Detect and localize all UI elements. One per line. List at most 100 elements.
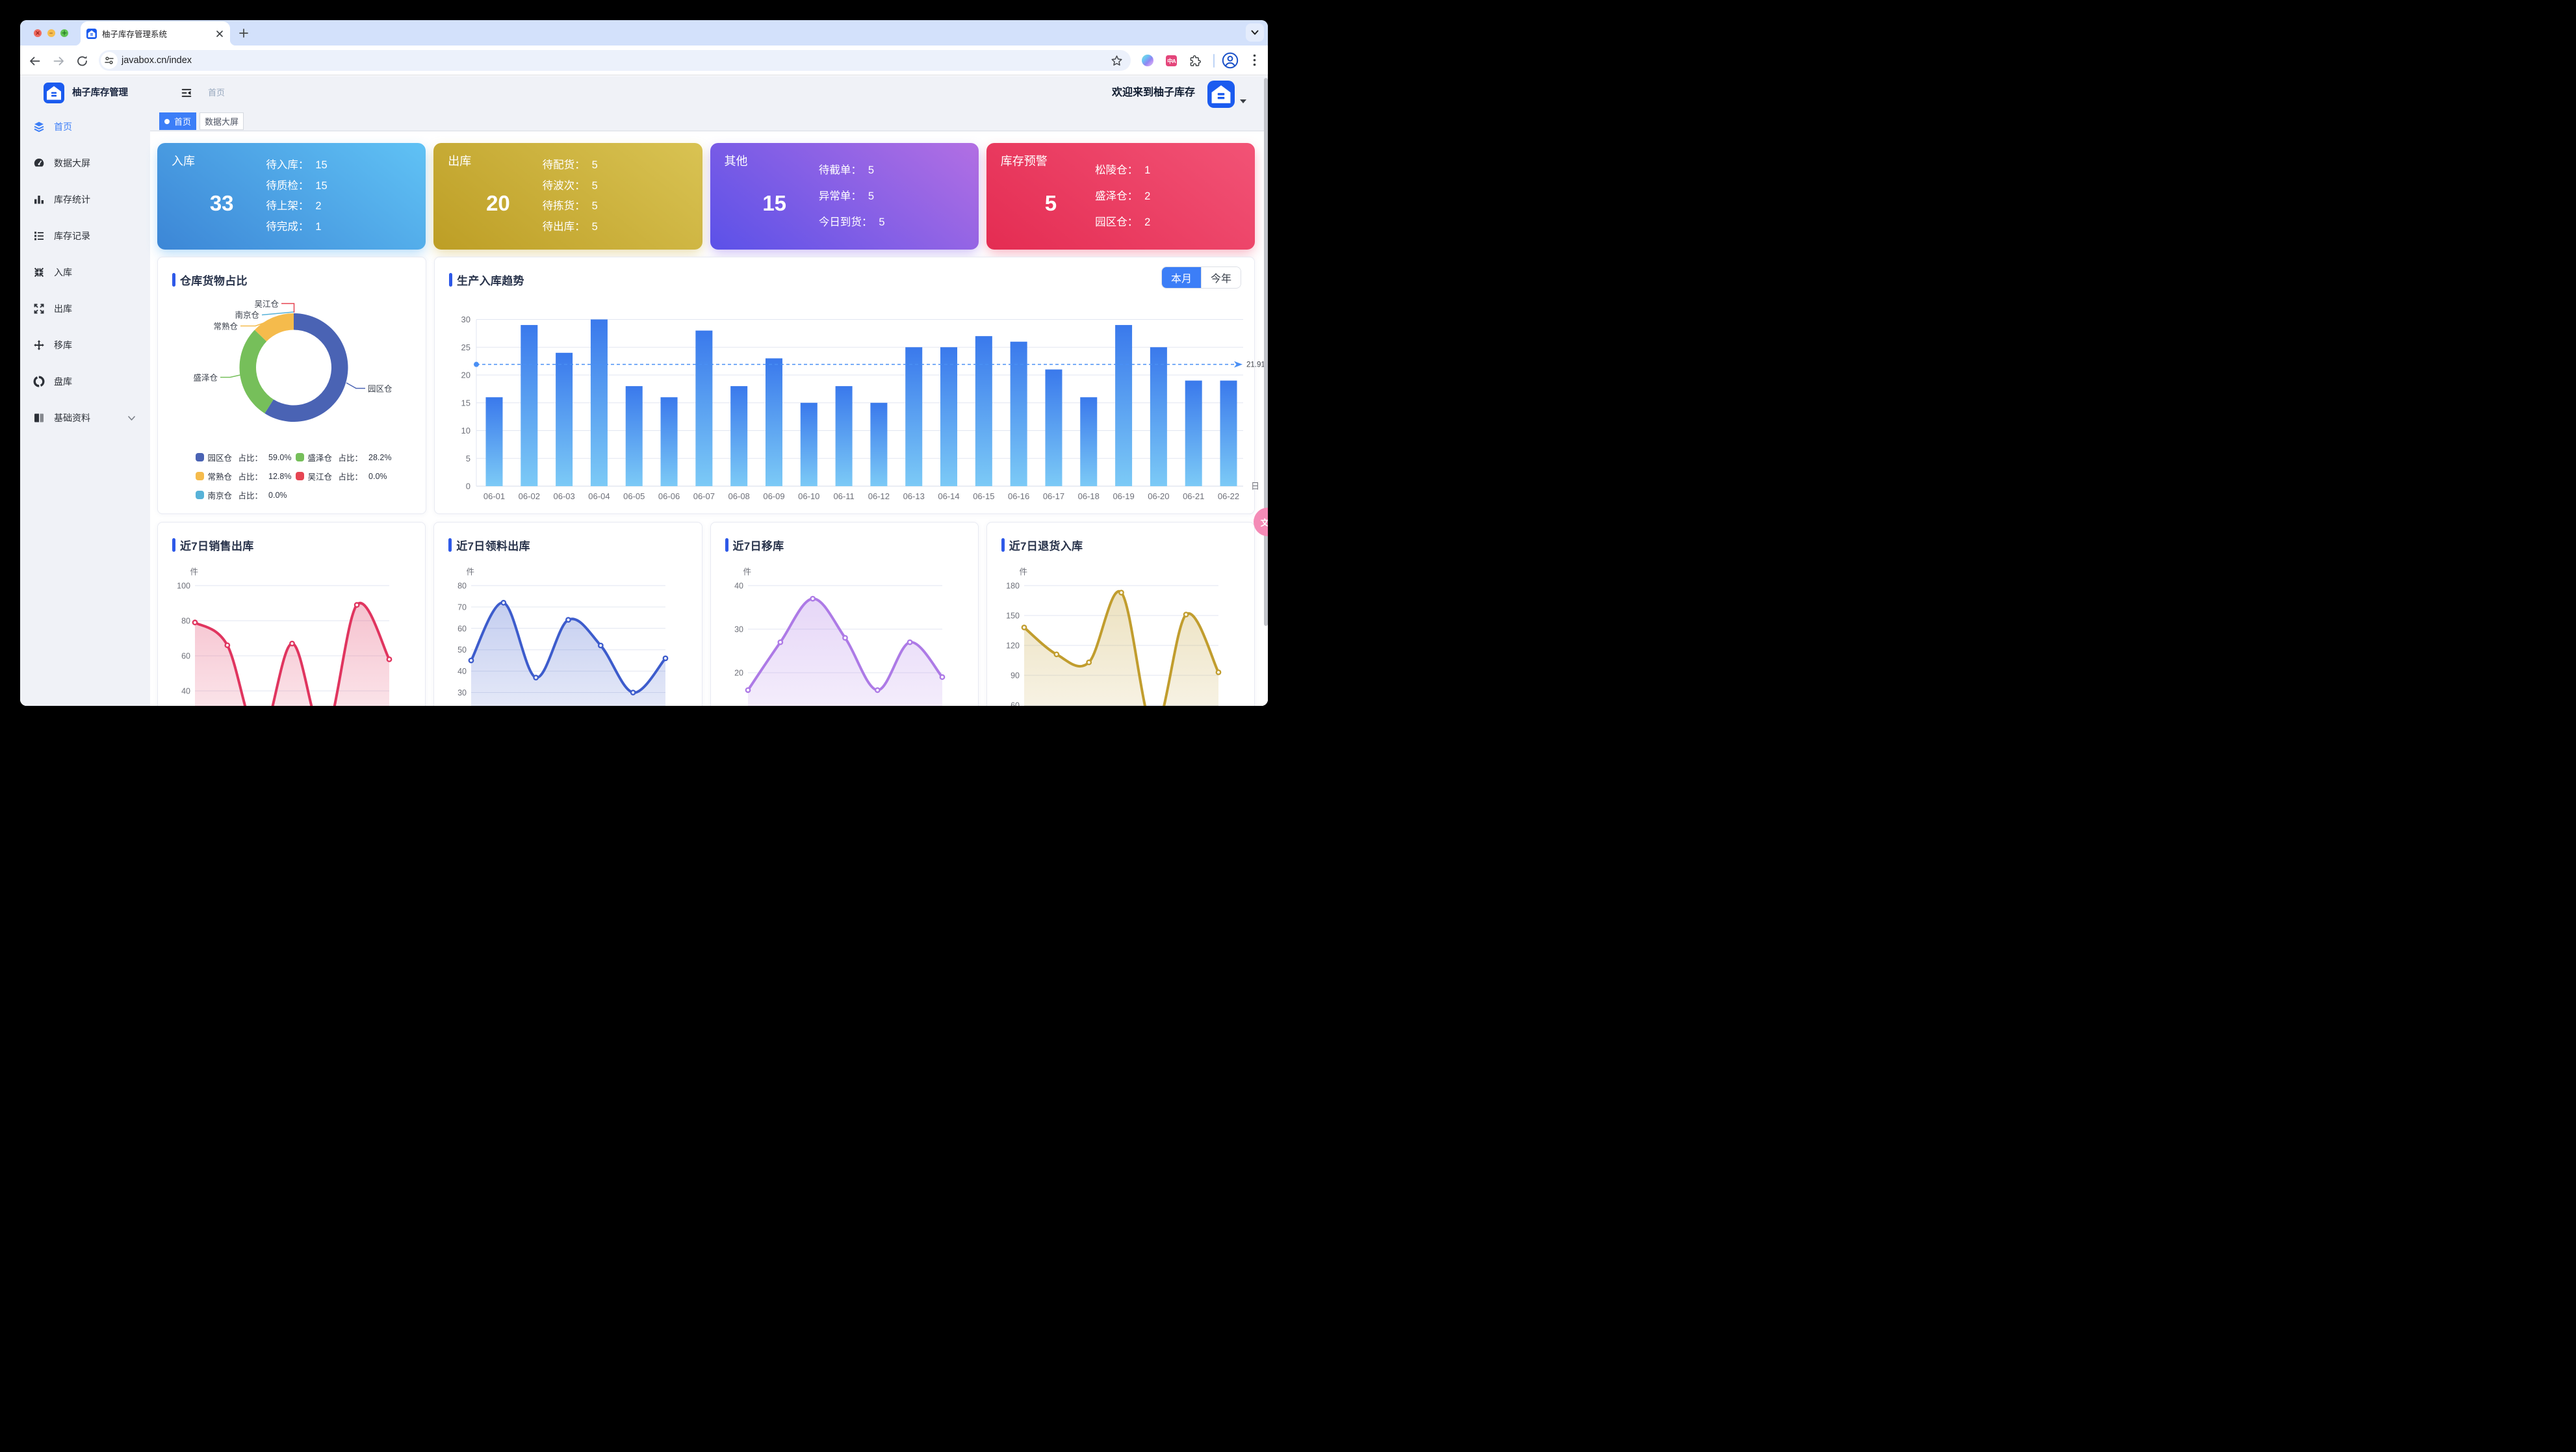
bar-06-04[interactable] [590,319,608,487]
browser-tab[interactable]: 柚子库存管理系统 [75,21,236,45]
tag-label: 首页 [174,117,192,127]
legend-item-南京仓[interactable]: 南京仓 占比： 0.0% [196,486,287,504]
title-marker [172,538,175,552]
avatar-caret-icon[interactable] [1240,99,1246,103]
legend-name: 常熟仓 [207,473,233,482]
browser-toolbar: javabox.cn/index 中A [20,45,1268,75]
bar-chart: 0 5 10 15 20 25 30 06-01 06-02 06-03 06-04 06-05 06-… [461,315,1265,501]
sidebar-item-数据大屏[interactable]: 数据大屏 [20,145,150,181]
stat-row-value: 2 [1144,190,1151,202]
stat-row: 待出库： 5 [543,217,598,238]
chevron-down-icon [128,415,135,421]
stat-row-name: 松陵仓： [1095,164,1139,176]
url-text[interactable]: javabox.cn/index [122,55,192,66]
sidebar-item-首页[interactable]: 首页 [20,109,150,145]
chart-label: 30 [734,625,743,634]
profile-avatar-icon[interactable] [1222,52,1239,69]
donut-slice-常熟仓[interactable] [254,313,294,342]
toggle-本月[interactable]: 本月 [1161,267,1201,288]
scrollbar-thumb[interactable] [1264,78,1268,626]
bar-06-10[interactable] [800,402,818,486]
bar-06-22[interactable] [1220,380,1237,486]
legend-item-盛泽仓[interactable]: 盛泽仓 占比： 28.2% [296,448,391,467]
stat-row-name: 待波次： [542,179,586,192]
sidebar-item-库存统计[interactable]: 库存统计 [20,181,150,218]
zoom-window-button[interactable]: ＋ [60,29,68,37]
sidebar-item-基础资料[interactable]: 基础资料 [20,400,150,436]
extensions-puzzle-icon[interactable] [1189,55,1202,67]
bar-06-01[interactable] [485,397,503,486]
donut-slice-园区仓[interactable] [264,313,348,422]
bookmark-star-icon[interactable] [1111,55,1123,67]
forward-icon[interactable] [53,55,65,67]
site-settings-icon[interactable] [101,52,118,69]
tab-search-button[interactable] [1246,23,1264,42]
title-marker [172,273,175,287]
sidebar: 首页 数据大屏 库存统计 库存记录 入库 出库 移库 盘库 基础资料 [20,109,150,706]
sidebar-item-库存记录[interactable]: 库存记录 [20,218,150,254]
layers-icon [34,122,44,133]
card-title: 近7日销售出库 [172,537,254,553]
legend-item-园区仓[interactable]: 园区仓 占比： 59.0% [196,448,291,467]
chart-label: 40 [457,667,467,676]
breadcrumb[interactable]: 首页 [208,88,225,97]
stat-row-value: 1 [1144,164,1151,176]
toggle-今年[interactable]: 今年 [1200,267,1241,288]
sidebar-item-盘库[interactable]: 盘库 [20,363,150,400]
chart-label: 90 [1011,671,1020,681]
stat-row: 盛泽仓： 2 [1095,183,1150,209]
tag-数据大屏[interactable]: 数据大屏 [200,112,244,130]
bar-06-13[interactable] [905,347,923,486]
bar-06-08[interactable] [730,386,748,486]
extension-ai-icon[interactable] [1142,55,1153,66]
chart-label: 吴江仓 [254,300,279,309]
legend-item-常熟仓[interactable]: 常熟仓 占比： 12.8% [196,467,291,486]
bar-06-11[interactable] [835,386,853,486]
bar-06-12[interactable] [870,402,888,486]
sidebar-fold-icon[interactable] [181,88,192,98]
tag-首页[interactable]: 首页 [159,112,197,130]
bar-06-20[interactable] [1150,347,1167,486]
bar-06-16[interactable] [1010,341,1027,486]
close-window-button[interactable]: ✕ [34,29,42,37]
chart-label: 60 [1011,701,1020,707]
bar-06-17[interactable] [1045,369,1063,486]
bar-06-05[interactable] [625,386,643,486]
translate-float-button[interactable]: 文A [1254,508,1268,536]
url-bar[interactable]: javabox.cn/index [99,50,1131,71]
new-tab-button[interactable] [239,29,248,38]
chart-label: 06-13 [903,491,925,501]
extension-translate-icon[interactable]: 中A [1166,55,1177,66]
sidebar-item-出库[interactable]: 出库 [20,291,150,327]
bar-06-15[interactable] [975,336,992,486]
tags-view: 首页 数据大屏 [159,112,244,130]
title-marker [1001,538,1005,552]
tab-close-icon[interactable] [214,29,225,39]
bottom-cards-row: 近7日销售出库件 100 80 60 40 20 近7日领料出库件 80 70 60 50 40 30 近… [157,522,1255,706]
bar-06-21[interactable] [1185,380,1202,486]
bar-06-09[interactable] [765,358,782,486]
bar-06-07[interactable] [695,330,713,486]
sidebar-item-移库[interactable]: 移库 [20,327,150,363]
donut-slice-盛泽仓[interactable] [239,330,274,414]
legend-item-吴江仓[interactable]: 吴江仓 占比： 0.0% [296,467,387,486]
stat-card-value: 20 [486,191,510,215]
bar-06-03[interactable] [556,352,573,486]
bar-06-18[interactable] [1080,397,1098,486]
chart-label: 06-03 [553,491,574,501]
bar-06-14[interactable] [940,347,958,486]
minimize-window-button[interactable]: − [47,29,55,37]
reload-icon[interactable] [76,55,88,67]
bar-06-02[interactable] [521,325,538,486]
bar-06-19[interactable] [1115,325,1133,486]
sidebar-item-入库[interactable]: 入库 [20,254,150,291]
main-content: 入库 33 待入库： 15 待质检： 15 待上架： 2 待完成： 1 出库 20 待配货： 5 待波次： 5… [150,131,1268,706]
back-icon[interactable] [29,55,41,67]
bar-06-06[interactable] [660,397,678,486]
browser-menu-icon[interactable] [1248,53,1261,67]
stat-row-value: 15 [315,159,328,171]
user-avatar[interactable] [1207,81,1235,108]
title-marker [448,538,452,552]
stat-row: 待入库： 15 [266,155,327,176]
legend-share-label: 占比： [338,454,363,463]
